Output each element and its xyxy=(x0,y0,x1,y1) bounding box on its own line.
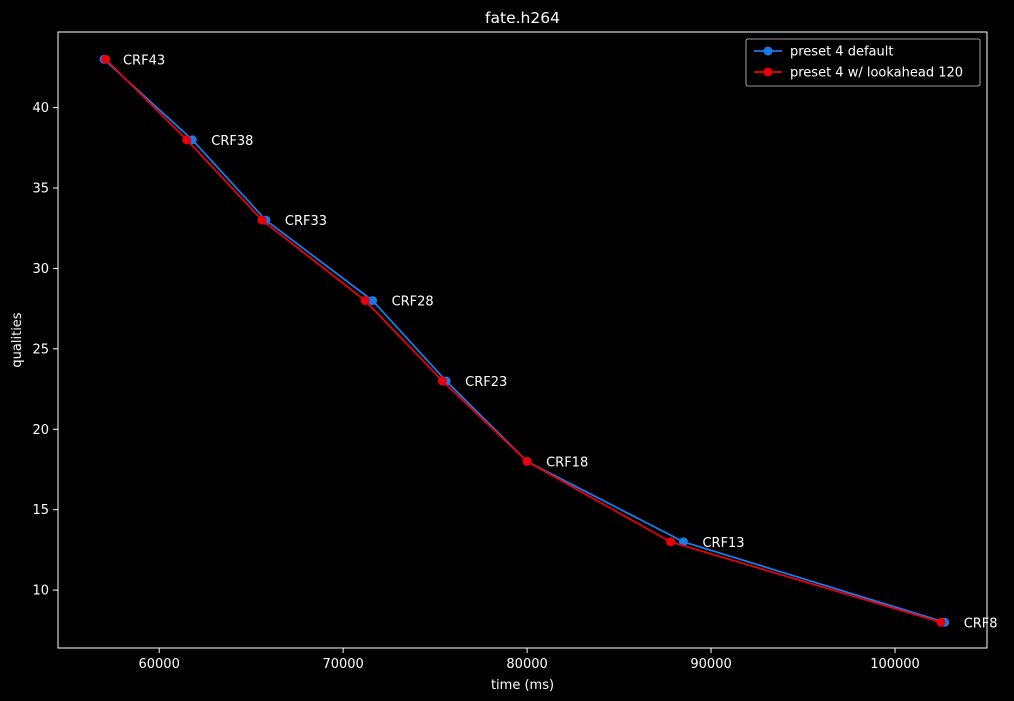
y-tick-label: 40 xyxy=(32,101,49,116)
y-tick-label: 25 xyxy=(32,342,49,357)
y-tick-label: 15 xyxy=(32,503,49,518)
legend-label-1: preset 4 default xyxy=(790,45,893,60)
series-2-point xyxy=(182,135,192,145)
series-2-point xyxy=(936,617,946,627)
series-1-point xyxy=(368,296,378,306)
crf-annotation: CRF33 xyxy=(285,214,327,229)
crf-annotation: CRF13 xyxy=(702,536,744,551)
chart-title: fate.h264 xyxy=(485,9,560,27)
legend-marker-1 xyxy=(763,46,773,56)
series-line-1 xyxy=(103,58,945,624)
crf-annotation: CRF18 xyxy=(546,455,588,470)
series-2-point xyxy=(666,537,676,547)
series-line-2 xyxy=(105,58,942,624)
x-tick-label: 60000 xyxy=(138,657,179,672)
legend-box xyxy=(745,38,981,87)
series-2-point xyxy=(522,456,532,466)
legend-marker-2 xyxy=(763,67,773,77)
legend: preset 4 default preset 4 w/ lookahead 12… xyxy=(745,38,981,87)
x-tick-label: 70000 xyxy=(322,657,363,672)
x-tick-label: 90000 xyxy=(690,657,731,672)
crf-annotation: CRF28 xyxy=(392,295,434,310)
x-tick-label: 100000 xyxy=(870,657,920,672)
crf-annotation: CRF43 xyxy=(123,53,165,68)
y-axis-title: qualities xyxy=(10,312,25,367)
crf-annotation: CRF23 xyxy=(465,375,507,390)
y-tick-label: 20 xyxy=(32,423,49,438)
series-2-point xyxy=(360,296,370,306)
y-tick-label: 35 xyxy=(32,182,49,197)
x-tick-label: 80000 xyxy=(506,657,547,672)
series-2-point xyxy=(257,215,267,225)
crf-annotation: CRF38 xyxy=(211,134,253,149)
legend-label-2: preset 4 w/ lookahead 120 xyxy=(790,66,963,81)
y-tick-label: 10 xyxy=(32,584,49,599)
axes-frame xyxy=(57,31,988,649)
crf-annotation: CRF8 xyxy=(964,616,998,631)
series-2-point xyxy=(101,54,111,64)
series-2-point xyxy=(437,376,447,386)
x-axis-title: time (ms) xyxy=(491,678,554,693)
plot-area: 60000 70000 80000 90000 100000 10 15 20 25 30 35 40… xyxy=(32,31,998,672)
y-tick-label: 30 xyxy=(32,262,49,277)
